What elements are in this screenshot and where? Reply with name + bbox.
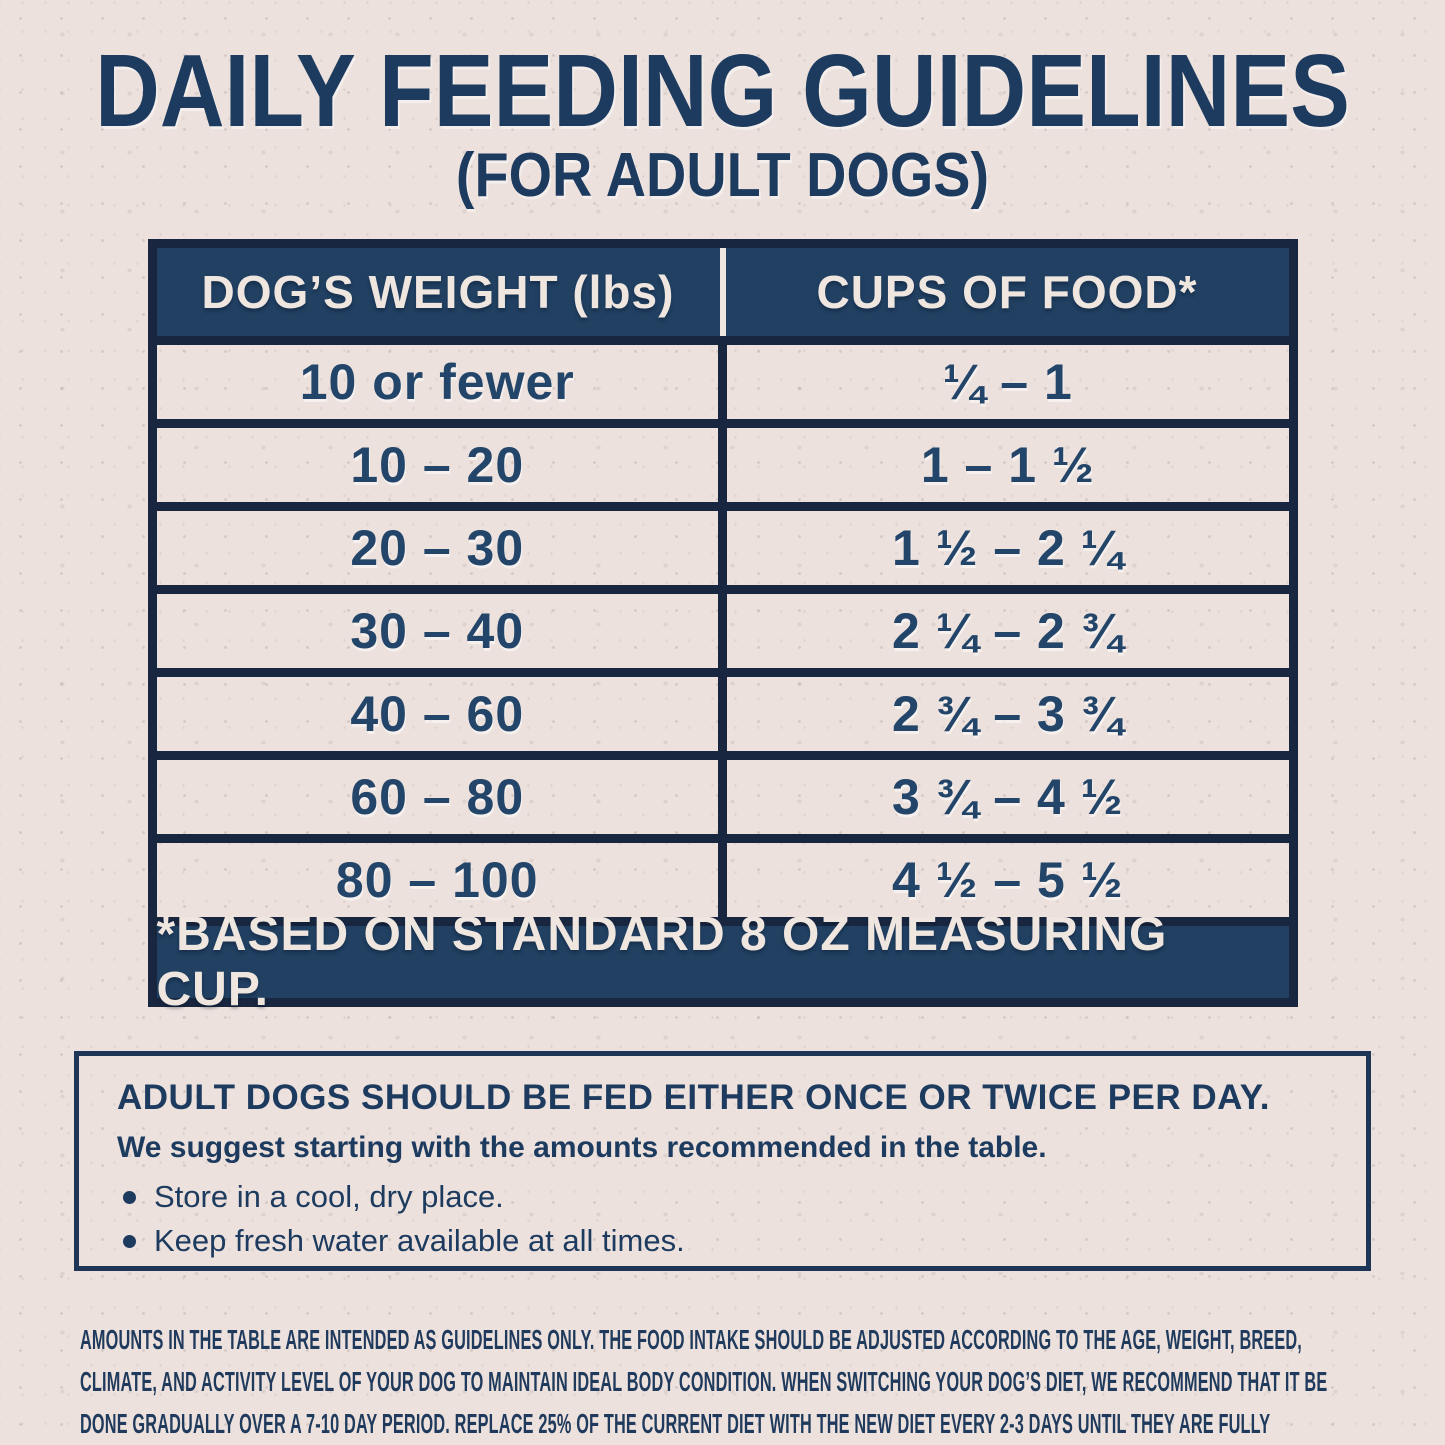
feeding-table: DOG’S WEIGHT (lbs) CUPS OF FOOD* 10 or f… [147,239,1298,1016]
bullet-dot-icon [123,1190,136,1204]
table-header-weight: DOG’S WEIGHT (lbs) [201,266,675,319]
table-row: 80 – 100 4 ½ – 5 ½ [156,834,1289,918]
table-header-row: DOG’S WEIGHT (lbs) CUPS OF FOOD* [156,248,1289,337]
bullet-item: Store in a cool, dry place. [117,1179,1328,1215]
cups-cell: 2 ¼ – 2 ¾ [892,603,1124,660]
column-divider [718,594,727,669]
column-divider [718,345,727,420]
header-column-divider [719,248,726,337]
info-box: ADULT DOGS SHOULD BE FED EITHER ONCE OR … [74,1051,1371,1272]
table-row: 10 or fewer ¼ – 1 [156,336,1289,420]
bullet-dot-icon [123,1234,136,1248]
weight-cell: 40 – 60 [350,686,525,743]
table-row: 60 – 80 3 ¾ – 4 ½ [156,751,1289,835]
bullet-text: Store in a cool, dry place. [154,1179,504,1215]
table-row: 30 – 40 2 ¼ – 2 ¾ [156,585,1289,669]
disclaimer-text: AMOUNTS IN THE TABLE ARE INTENDED AS GUI… [80,1324,1328,1440]
page-subtitle: (FOR ADULT DOGS) [455,141,990,211]
column-divider [718,843,727,918]
weight-cell: 60 – 80 [350,769,525,826]
weight-cell: 10 – 20 [350,437,525,494]
column-divider [718,511,727,586]
cups-cell: ¼ – 1 [942,354,1073,411]
disclaimer: AMOUNTS IN THE TABLE ARE INTENDED AS GUI… [80,1319,1365,1445]
cups-cell: 1 – 1 ½ [920,437,1095,494]
table-row: 10 – 20 1 – 1 ½ [156,419,1289,503]
cups-cell: 2 ¾ – 3 ¾ [892,686,1124,743]
bullet-item: Keep fresh water available at all times. [117,1223,1328,1259]
info-subheading: We suggest starting with the amounts rec… [117,1131,1047,1165]
weight-cell: 30 – 40 [350,603,525,660]
column-divider [718,760,727,835]
info-heading: ADULT DOGS SHOULD BE FED EITHER ONCE OR … [117,1078,1270,1118]
cups-cell: 4 ½ – 5 ½ [892,852,1124,909]
table-row: 20 – 30 1 ½ – 2 ¼ [156,502,1289,586]
table-header-cups: CUPS OF FOOD* [816,266,1198,319]
weight-cell: 20 – 30 [350,520,525,577]
table-row: 40 – 60 2 ¾ – 3 ¾ [156,668,1289,752]
column-divider [718,428,727,503]
cups-cell: 1 ½ – 2 ¼ [892,520,1124,577]
weight-cell: 80 – 100 [335,852,539,909]
column-divider [718,677,727,752]
table-footnote: *BASED ON STANDARD 8 OZ MEASURING CUP. [156,908,1289,1016]
page-title: DAILY FEEDING GUIDELINES [95,33,1350,148]
bullet-list: Store in a cool, dry place. Keep fresh w… [117,1179,1328,1259]
bullet-text: Keep fresh water available at all times. [154,1223,685,1259]
weight-cell: 10 or fewer [299,354,575,411]
cups-cell: 3 ¾ – 4 ½ [892,769,1124,826]
